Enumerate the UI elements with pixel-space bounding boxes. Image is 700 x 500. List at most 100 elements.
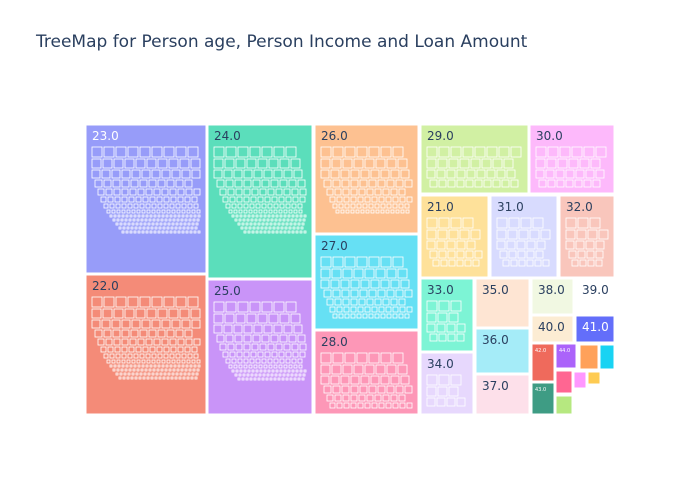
treemap-tile[interactable] <box>531 278 574 315</box>
child-node <box>141 364 145 368</box>
child-node <box>188 218 192 222</box>
child-node <box>127 203 133 209</box>
treemap-tile[interactable] <box>573 371 587 389</box>
treemap-node[interactable] <box>579 344 599 370</box>
child-node <box>516 240 526 250</box>
child-node <box>146 209 151 214</box>
child-node <box>238 373 242 377</box>
child-node <box>246 313 257 324</box>
child-node <box>113 338 121 346</box>
treemap-node[interactable] <box>599 344 615 370</box>
treemap-node[interactable]: 28.0 <box>314 330 419 415</box>
child-node <box>258 364 263 369</box>
child-node <box>375 364 386 375</box>
child-node <box>115 353 121 359</box>
child-node <box>506 240 516 250</box>
treemap-tile[interactable] <box>555 395 573 415</box>
treemap-node[interactable]: 43.0 <box>531 382 555 415</box>
treemap-tile[interactable] <box>531 343 555 382</box>
treemap-node[interactable]: 39.0 <box>575 278 615 315</box>
treemap-node[interactable]: 37.0 <box>475 374 530 415</box>
treemap-node[interactable]: 22.0 <box>85 274 207 415</box>
treemap-tile[interactable] <box>475 374 530 415</box>
child-node <box>261 358 267 364</box>
treemap-node[interactable] <box>555 395 573 415</box>
child-node <box>392 203 398 209</box>
child-node <box>181 359 186 364</box>
treemap-tile[interactable] <box>490 195 558 278</box>
treemap-tile[interactable] <box>531 382 555 415</box>
treemap-tile[interactable] <box>559 195 615 278</box>
child-node <box>157 158 168 169</box>
child-node <box>135 196 142 203</box>
treemap-node[interactable]: 26.0 <box>314 124 419 234</box>
treemap-tile[interactable] <box>587 371 601 385</box>
child-node <box>189 214 193 218</box>
child-node <box>142 346 149 353</box>
treemap-node[interactable] <box>587 371 601 385</box>
child-node <box>175 296 187 308</box>
child-node <box>243 343 251 351</box>
child-node <box>185 214 189 218</box>
child-node <box>116 359 121 364</box>
treemap-tile[interactable] <box>555 343 577 369</box>
child-node <box>111 209 116 214</box>
treemap-tile[interactable] <box>314 124 419 234</box>
treemap-node[interactable]: 42.0 <box>531 343 555 382</box>
treemap-node[interactable]: 25.0 <box>207 279 313 415</box>
treemap-node[interactable]: 40.0 <box>531 315 574 343</box>
child-node <box>185 188 193 196</box>
treemap-tile[interactable] <box>575 315 615 343</box>
child-node <box>185 338 193 346</box>
treemap-tile[interactable] <box>531 315 574 343</box>
treemap-node[interactable]: 38.0 <box>531 278 574 315</box>
child-node <box>181 169 191 179</box>
child-node <box>356 203 362 209</box>
child-node <box>239 214 243 218</box>
treemap-node-label: 42.0 <box>535 348 546 354</box>
treemap-node[interactable]: 36.0 <box>475 328 530 374</box>
child-node <box>151 203 157 209</box>
child-node <box>595 146 607 158</box>
treemap-tile[interactable] <box>475 278 530 328</box>
treemap-tile[interactable] <box>555 370 573 394</box>
child-node <box>248 226 252 230</box>
treemap-node[interactable]: 41.0 <box>575 315 615 343</box>
child-node <box>536 240 546 250</box>
treemap-tile[interactable] <box>420 195 489 278</box>
treemap-node[interactable] <box>573 371 587 389</box>
treemap-tile[interactable] <box>475 328 530 374</box>
treemap-node[interactable]: 44.0 <box>555 343 577 369</box>
treemap-node[interactable]: 33.0 <box>420 278 474 352</box>
treemap-node[interactable]: 21.0 <box>420 195 489 278</box>
treemap-tile[interactable] <box>575 278 615 315</box>
child-node <box>116 218 120 222</box>
child-node <box>253 209 258 214</box>
child-node <box>283 209 288 214</box>
treemap-node-label: 32.0 <box>566 200 593 214</box>
treemap-node[interactable]: 23.0 <box>85 124 207 274</box>
treemap-node[interactable]: 27.0 <box>314 234 419 330</box>
treemap-node[interactable]: 24.0 <box>207 124 313 279</box>
treemap-node[interactable] <box>555 370 573 394</box>
child-node <box>257 351 264 358</box>
treemap-node[interactable]: 29.0 <box>420 124 529 194</box>
treemap-node[interactable]: 30.0 <box>529 124 615 194</box>
child-node <box>398 298 406 306</box>
child-node <box>139 296 151 308</box>
treemap-node[interactable]: 34.0 <box>420 352 474 415</box>
treemap-node[interactable]: 32.0 <box>559 195 615 278</box>
treemap-node[interactable]: 31.0 <box>490 195 558 278</box>
child-node <box>350 402 357 409</box>
child-node <box>438 374 450 386</box>
treemap-tile[interactable] <box>579 344 599 370</box>
child-node <box>364 364 375 375</box>
child-node <box>474 179 483 188</box>
child-node <box>139 203 145 209</box>
treemap-node[interactable]: 35.0 <box>475 278 530 328</box>
child-node <box>124 158 135 169</box>
child-node <box>146 226 150 230</box>
child-node <box>222 196 229 203</box>
child-node <box>283 214 287 218</box>
treemap-tile[interactable] <box>599 344 615 370</box>
